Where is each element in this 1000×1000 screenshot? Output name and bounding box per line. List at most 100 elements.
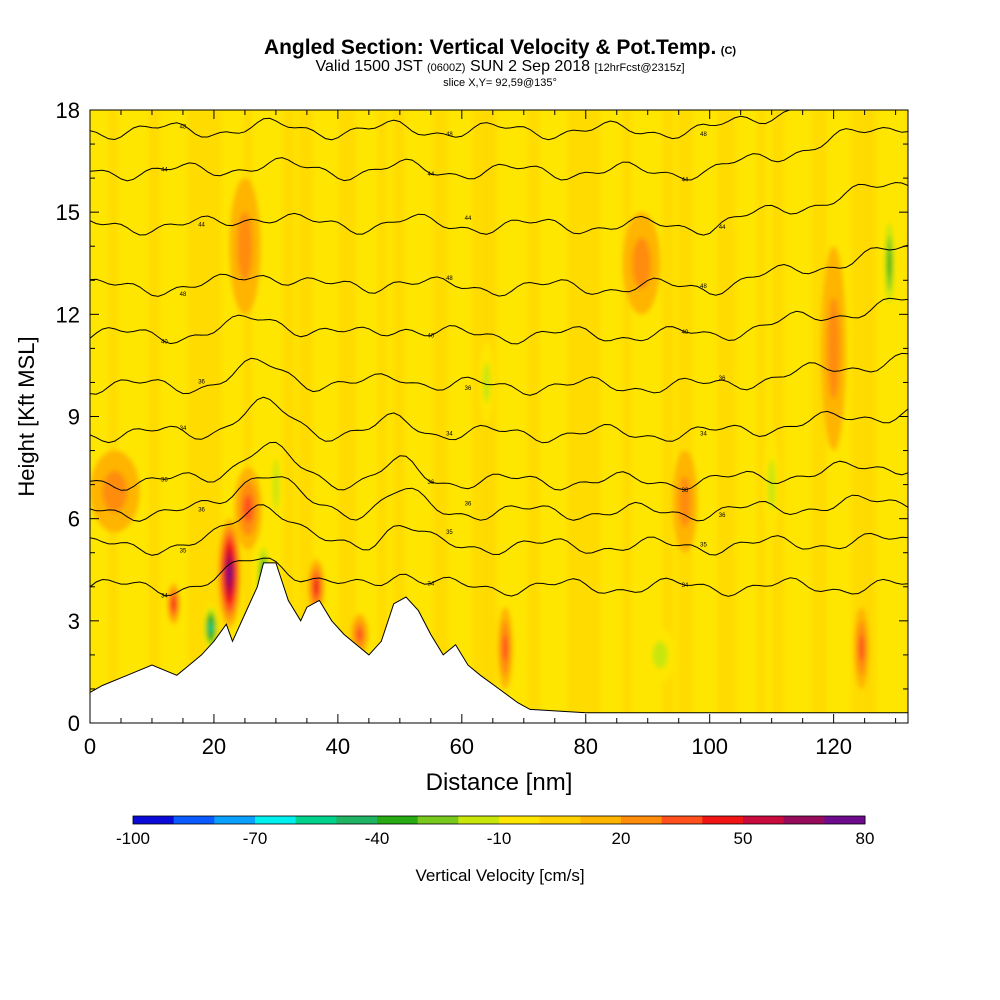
theta-contour-label: 48: [180, 292, 187, 298]
field-streak: [772, 110, 785, 723]
colorbar-tick-label: -10: [487, 829, 512, 848]
field-streak: [203, 110, 222, 723]
downdraft-cell: [652, 641, 668, 669]
downdraft-cell: [887, 249, 891, 277]
theta-contour-label: 48: [180, 124, 187, 130]
y-tick-label: 18: [56, 98, 80, 123]
field-streak: [756, 110, 766, 723]
colorbar-swatch: [743, 816, 785, 824]
field-streaks: [108, 110, 908, 723]
colorbar-label: Vertical Velocity [cm/s]: [415, 866, 584, 885]
colorbar-swatch: [580, 816, 622, 824]
field-streak: [487, 110, 497, 723]
theta-contour-label: 34: [446, 432, 453, 438]
x-tick-label: 60: [450, 734, 474, 759]
field-streak: [811, 110, 827, 723]
colorbar-swatch: [255, 816, 297, 824]
theta-contour-label: 35: [180, 549, 187, 555]
theta-contour-label: 44: [198, 223, 205, 229]
theta-contour-label: 36: [682, 488, 689, 494]
updraft-cell: [227, 565, 232, 581]
colorbar-swatch: [458, 816, 500, 824]
chart-title-main: Angled Section: Vertical Velocity & Pot.…: [263, 36, 717, 59]
theta-contour-label: 44: [465, 216, 472, 222]
theta-contour-label: 36: [427, 480, 434, 486]
downdraft-cell: [272, 459, 280, 511]
x-tick-label: 120: [815, 734, 852, 759]
theta-contour-label: 34: [700, 432, 707, 438]
y-tick-label: 15: [56, 200, 80, 225]
theta-contour: [90, 244, 908, 297]
colorbar-swatch: [133, 816, 175, 824]
updraft-cell: [502, 634, 508, 662]
theta-contour: [90, 352, 908, 396]
theta-contour-label: 40: [682, 330, 689, 336]
colorbar-frame: [132, 815, 866, 825]
updraft-cell: [632, 237, 651, 289]
field-streak: [393, 110, 406, 723]
theta-contour: [90, 181, 908, 236]
theta-contour-label: 34: [682, 583, 689, 589]
colorbar-swatch: [661, 816, 703, 824]
theta-contour-label: 34: [427, 582, 434, 588]
field-streak: [187, 110, 203, 723]
colorbar-swatch: [499, 816, 541, 824]
theta-contour-label: 36: [719, 376, 726, 382]
theta-contour-label: 35: [700, 543, 707, 549]
colorbar-tick-label: -100: [116, 829, 150, 848]
x-tick-label: 80: [574, 734, 598, 759]
field-streak: [582, 110, 601, 723]
colorbar-swatch: [173, 816, 215, 824]
chart-subtitle: Valid 1500 JST (0600Z) SUN 2 Sep 2018 [1…: [0, 58, 1000, 76]
y-tick-label: 3: [68, 609, 80, 634]
y-axis-label: Height [Kft MSL]: [14, 336, 39, 496]
theta-contour: [90, 476, 908, 522]
field-streak: [677, 110, 693, 723]
colorbar-swatch: [214, 816, 256, 824]
chart-title-tag: (C): [720, 45, 737, 57]
colorbar-swatch: [336, 816, 378, 824]
theta-contour: [90, 396, 908, 444]
chart-title: Angled Section: Vertical Velocity & Pot.…: [0, 36, 1000, 60]
x-tick-label: 100: [691, 734, 728, 759]
theta-contour-label: 48: [446, 276, 453, 282]
colorbar-tick-label: 20: [612, 829, 631, 848]
theta-contour-label: 44: [719, 225, 726, 231]
field-streak: [282, 110, 295, 723]
updraft-cell: [314, 579, 319, 594]
theta-contour-label: 35: [446, 530, 453, 536]
x-tick-label: 0: [84, 734, 96, 759]
colorbar-swatch: [702, 816, 744, 824]
field-streak: [243, 110, 253, 723]
field-streak: [622, 110, 632, 723]
colorbar-tick-label: -70: [243, 829, 268, 848]
theta-contour-label: 40: [427, 334, 434, 340]
updraft-cell-group: [90, 178, 869, 689]
theta-contour: [90, 557, 908, 597]
updraft-cell: [827, 297, 840, 400]
field-streak: [108, 110, 118, 723]
field-streak: [867, 110, 877, 723]
updraft-cell: [102, 470, 128, 512]
updraft-cell: [356, 627, 363, 642]
terrain: [90, 562, 908, 723]
colorbar-tick-label: -40: [365, 829, 390, 848]
x-axis-label: Distance [nm]: [426, 769, 573, 796]
velocity-field: 34 34 34 35 35 35 36 36 36 36 36 36 34 34 34 36 36 36 40 40…: [90, 110, 908, 723]
y-tick-label: 0: [68, 711, 80, 736]
theta-contour-label: 44: [682, 178, 689, 184]
colorbar-swatch: [621, 816, 663, 824]
colorbar-tick-label: 50: [734, 829, 753, 848]
theta-contour-label: 36: [198, 379, 205, 385]
subtitle-date: SUN 2 Sep 2018: [469, 58, 591, 75]
theta-contour: [90, 110, 793, 141]
updraft-cell: [678, 476, 692, 528]
theta-contour-label: 48: [446, 132, 453, 138]
theta-contours: 34 34 34 35 35 35 36 36 36 36 36 36 34 34 34 36 36 36 40 40…: [90, 110, 908, 599]
theta-contour-label: 34: [180, 426, 187, 432]
downdraft-cell: [209, 623, 213, 632]
theta-contour-label: 48: [700, 284, 707, 290]
field-streak: [906, 110, 908, 723]
x-tick-label: 40: [326, 734, 350, 759]
